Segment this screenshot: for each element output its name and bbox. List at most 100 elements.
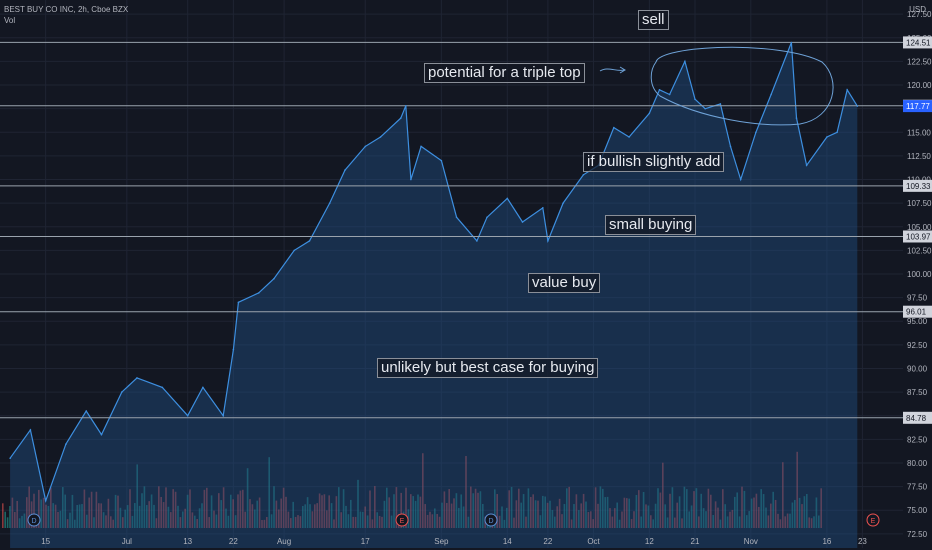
volume-bar — [290, 518, 292, 528]
price-point — [719, 103, 722, 105]
volume-bar — [633, 511, 635, 528]
volume-bar — [278, 509, 280, 528]
price-point — [222, 414, 225, 417]
volume-bar — [743, 490, 746, 528]
volume-bar — [616, 502, 618, 528]
volume-bar — [604, 497, 606, 528]
volume-bar — [515, 500, 518, 528]
volume-indicator-label[interactable]: Vol — [4, 16, 16, 25]
volume-bar — [366, 515, 369, 528]
volume-bar — [45, 504, 47, 528]
volume-bar — [434, 508, 436, 528]
volume-bar — [534, 500, 537, 528]
y-tick-label: 107.50 — [907, 199, 932, 208]
volume-bar — [666, 517, 669, 528]
x-tick-label: 17 — [361, 537, 370, 546]
volume-bar — [405, 487, 407, 528]
volume-bar — [292, 501, 294, 528]
volume-bar — [388, 497, 390, 528]
volume-bar — [86, 514, 88, 528]
volume-bar — [722, 489, 724, 528]
symbol-title[interactable]: BEST BUY CO INC, 2h, Cboe BZX — [4, 5, 129, 14]
volume-bar — [546, 502, 549, 528]
price-point — [308, 240, 311, 242]
volume-bar — [136, 464, 138, 528]
volume-bar — [762, 494, 765, 528]
volume-bar — [693, 491, 695, 528]
volume-bar — [395, 487, 398, 528]
volume-bar — [335, 496, 338, 528]
volume-bar — [54, 504, 57, 528]
volume-bar — [4, 511, 6, 528]
annotation-best-case[interactable]: unlikely but best case for buying — [377, 358, 599, 378]
level-tag-label: 96.01 — [906, 308, 927, 317]
volume-bar — [477, 492, 479, 528]
volume-bar — [702, 508, 705, 528]
volume-bar — [196, 519, 198, 528]
volume-bar — [311, 511, 314, 528]
volume-bar — [810, 518, 813, 528]
volume-bar — [182, 511, 184, 528]
volume-bar — [381, 516, 383, 528]
volume-bar — [347, 514, 350, 528]
price-point — [237, 301, 240, 304]
volume-bar — [501, 506, 503, 528]
event-marker-label: E — [400, 518, 405, 525]
volume-bar — [191, 512, 194, 528]
price-point — [455, 216, 458, 219]
volume-bar — [390, 515, 393, 528]
price-point — [29, 429, 32, 431]
volume-bar — [779, 519, 782, 528]
price-point — [257, 292, 260, 294]
volume-bar — [482, 503, 484, 528]
price-point — [161, 386, 164, 389]
annotation-sell[interactable]: sell — [638, 10, 669, 30]
volume-bar — [592, 519, 594, 528]
volume-bar — [364, 506, 366, 528]
annotation-bullish-add[interactable]: if bullish slightly add — [583, 152, 725, 172]
earnings-marker — [395, 513, 409, 527]
price-axis-bg — [903, 0, 932, 550]
volume-bar — [734, 496, 736, 528]
volume-bar — [568, 486, 570, 528]
price-point — [846, 88, 848, 91]
price-point — [65, 443, 67, 445]
volume-bar — [549, 500, 551, 528]
annotation-value-buy[interactable]: value buy — [528, 273, 601, 293]
x-tick-label: Jul — [122, 537, 132, 546]
price-point — [506, 197, 509, 200]
x-tick-label: Sep — [434, 537, 449, 546]
annotation-small-buying[interactable]: small buying — [605, 215, 697, 235]
level-tag-bg — [903, 305, 932, 318]
volume-bar — [297, 515, 299, 528]
volume-bar — [448, 489, 450, 528]
price-point — [805, 164, 808, 167]
volume-bar — [587, 512, 590, 528]
volume-bar — [532, 494, 534, 528]
volume-bar — [594, 487, 597, 528]
volume-bar — [628, 498, 630, 528]
volume-bar — [801, 504, 803, 528]
y-tick-label: 100.00 — [907, 270, 932, 279]
annotation-triple-top[interactable]: potential for a triple top — [424, 63, 585, 83]
volume-bar — [261, 519, 263, 528]
volume-bar — [446, 502, 448, 528]
volume-bar — [599, 486, 602, 528]
volume-bar — [194, 515, 196, 528]
volume-bar — [714, 501, 717, 528]
volume-bar — [309, 504, 311, 528]
horizontal-levels[interactable] — [0, 41, 903, 419]
price-point — [704, 107, 706, 110]
volume-bar — [107, 498, 110, 528]
volume-bar — [285, 496, 287, 528]
volume-bar — [669, 493, 671, 528]
y-tick-label: 72.50 — [907, 530, 928, 539]
time-axis[interactable]: 15 Jul 13 22 Aug 17 Sep 14 22 Oct 12 21 Nov 16 23 — [41, 537, 867, 546]
volume-bar — [294, 516, 297, 528]
volume-bar — [134, 503, 136, 528]
volume-bar — [69, 512, 71, 528]
x-tick-label: 12 — [645, 537, 654, 546]
price-point — [293, 249, 296, 252]
x-tick-label: 21 — [691, 537, 700, 546]
